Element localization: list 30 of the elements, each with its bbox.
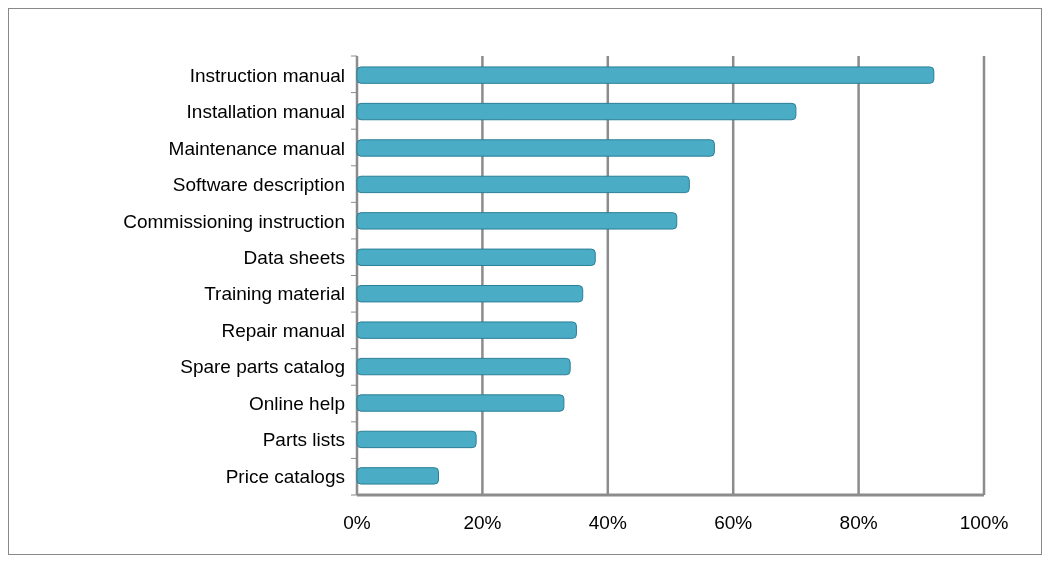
x-tick-label: 100% xyxy=(959,512,1009,533)
y-tick-label: Repair manual xyxy=(221,319,345,341)
bar xyxy=(356,175,690,194)
bar xyxy=(356,357,571,376)
y-tick-label: Training material xyxy=(204,283,345,305)
bar xyxy=(356,467,440,485)
y-tick-label: Online help xyxy=(248,392,345,414)
y-tick-label: Data sheets xyxy=(243,246,345,268)
bar xyxy=(356,139,715,157)
bar xyxy=(356,102,797,121)
y-tick-label: Instruction manual xyxy=(189,64,345,86)
bar xyxy=(356,248,596,266)
bar xyxy=(356,66,935,84)
y-tick-label: Software description xyxy=(172,174,345,196)
bar xyxy=(356,212,678,230)
y-tick-label: Spare parts catalog xyxy=(180,356,345,378)
x-tick-label: 40% xyxy=(588,512,627,533)
y-tick-label: Parts lists xyxy=(262,429,345,451)
y-tick-label: Commissioning instruction xyxy=(123,210,345,232)
bar xyxy=(356,321,577,339)
bar xyxy=(356,394,565,412)
x-tick-label: 60% xyxy=(714,512,753,533)
y-tick-label: Installation manual xyxy=(186,101,345,123)
bar xyxy=(356,430,477,449)
x-tick-label: 0% xyxy=(343,512,371,533)
x-tick-label: 20% xyxy=(463,512,502,533)
x-tick-label: 80% xyxy=(839,512,878,533)
bar xyxy=(356,285,584,303)
y-tick-label: Price catalogs xyxy=(225,465,345,487)
y-tick-label: Maintenance manual xyxy=(168,137,345,159)
